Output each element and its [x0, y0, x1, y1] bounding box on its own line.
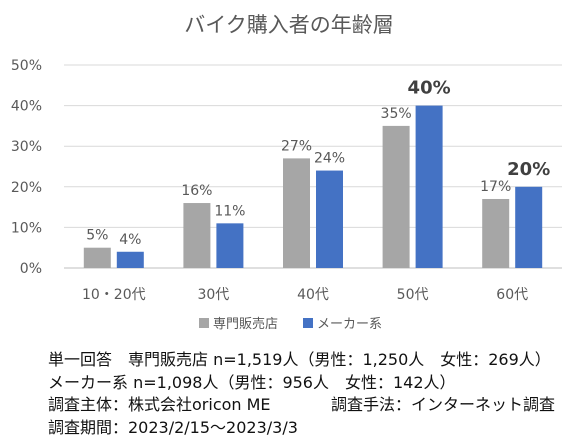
bar [316, 170, 343, 268]
x-tick-label: 40代 [297, 287, 329, 303]
age-bar-chart: バイク購入者の年齢層 0% 10% 20% 30% 40% 50% 5% 4% 10・20代 16%… [11, 13, 562, 332]
x-tick-label: 60代 [496, 287, 528, 303]
survey-method-row: 調査主体：株式会社oricon ME 調査手法：インターネット調査 [48, 394, 573, 417]
survey-notes: 単一回答 専門販売店 n=1,519人（男性：1,250人 女性：269人） メ… [48, 349, 573, 439]
data-label: 16% [181, 183, 212, 199]
y-tick-label: 0% [20, 261, 42, 277]
legend-swatch [303, 318, 313, 328]
x-tick-label: 30代 [197, 287, 229, 303]
bar [216, 223, 244, 268]
bar [382, 125, 410, 269]
bar [116, 251, 144, 268]
x-tick-label: 10・20代 [82, 287, 146, 303]
survey-period: 調査期間：2023/2/15～2023/3/3 [48, 417, 298, 437]
bar [515, 186, 543, 268]
y-tick-label: 10% [11, 220, 42, 236]
data-label: 4% [119, 232, 141, 248]
data-label: 27% [281, 138, 312, 154]
data-label: 20% [507, 159, 550, 180]
y-tick-label: 30% [11, 139, 42, 155]
legend-swatch [199, 318, 209, 328]
legend-label: メーカー系 [317, 317, 382, 332]
y-tick-label: 20% [11, 180, 42, 196]
data-label: 5% [86, 228, 108, 244]
y-tick-label: 50% [11, 58, 42, 74]
bar [183, 203, 211, 268]
bar [83, 247, 111, 268]
data-label: 17% [480, 179, 511, 195]
data-label: 35% [381, 106, 412, 122]
bar [482, 198, 510, 268]
y-tick-label: 40% [11, 99, 42, 115]
data-label: 11% [214, 203, 245, 219]
legend-label: 専門販売店 [213, 316, 278, 332]
bar [415, 105, 443, 268]
chart-title: バイク購入者の年齢層 [184, 13, 394, 37]
bar [283, 158, 310, 268]
survey-sample-note: 単一回答 専門販売店 n=1,519人（男性：1,250人 女性：269人） [48, 350, 551, 369]
survey-organizer: 調査主体：株式会社oricon ME [48, 395, 271, 414]
data-label: 24% [314, 151, 345, 167]
maker-sample-note: メーカー系 n=1,098人（男性：956人 女性：142人） [48, 372, 456, 392]
data-label: 40% [408, 78, 451, 99]
survey-method: 調査手法：インターネット調査 [331, 395, 556, 414]
x-tick-label: 50代 [397, 287, 429, 303]
